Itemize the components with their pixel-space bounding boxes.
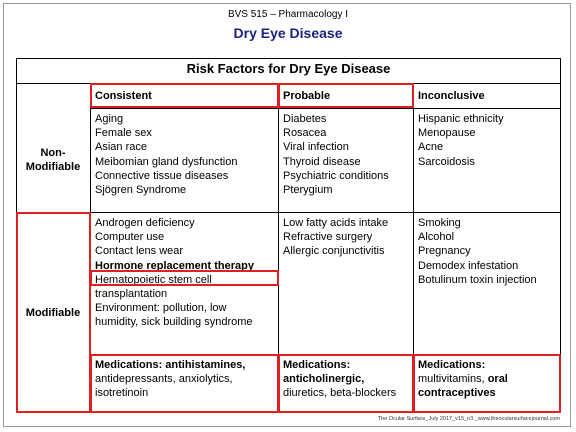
list-item: Psychiatric conditions — [283, 169, 389, 182]
list-item: Menopause — [418, 127, 476, 140]
list-item: Hispanic ethnicity — [418, 113, 504, 125]
list-item: Thyroid disease — [283, 155, 361, 168]
list-item: Hematopoietic stem cell — [95, 273, 212, 286]
list-item: Diabetes — [283, 113, 327, 125]
column-divider — [278, 83, 279, 413]
list-item: Pregnancy — [418, 245, 471, 258]
list-item: Demodex infestation — [418, 259, 519, 272]
list-item-emphasis: oral — [487, 373, 508, 386]
highlight-box — [90, 270, 279, 286]
row-label-modifiable: Modifiable — [25, 307, 81, 319]
list-item-text: multivitamins, — [418, 373, 485, 386]
row-divider — [16, 212, 561, 213]
medications-heading: Medications: — [418, 359, 486, 371]
list-item: Allergic conjunctivitis — [283, 245, 385, 258]
cell-non-modifiable-inconclusive: Hispanic ethnicity Menopause Acne Sarcoi… — [418, 112, 504, 169]
header-inconclusive: Inconclusive — [418, 90, 485, 102]
row-label-non-modifiable: Non- Modifiable — [16, 146, 90, 174]
list-item: Rosacea — [283, 127, 327, 140]
medications-heading: Medications: — [283, 359, 351, 371]
course-label: BVS 515 – Pharmacology I — [227, 9, 349, 20]
list-item: Smoking — [418, 217, 461, 229]
highlight-box — [16, 212, 91, 413]
list-item: Female sex — [95, 127, 152, 140]
cell-non-modifiable-consistent: Aging Female sex Asian race Meibomian gl… — [95, 112, 237, 197]
list-item: Sarcoidosis — [418, 155, 475, 168]
cell-modifiable-consistent: Androgen deficiency Computer use Contact… — [95, 216, 254, 330]
list-item-highlighted: Hormone replacement therapy — [95, 259, 254, 272]
list-item: Botulinum toxin injection — [418, 273, 537, 286]
list-item: Asian race — [95, 141, 147, 154]
list-item: Connective tissue diseases — [95, 169, 229, 182]
slide-border — [3, 3, 571, 427]
list-item: Acne — [418, 141, 444, 154]
list-item: Computer use — [95, 231, 165, 244]
list-item: Environment: pollution, low — [95, 302, 227, 315]
highlight-box — [90, 83, 279, 108]
list-item: multivitamins, oral — [418, 372, 508, 386]
header-consistent: Consistent — [95, 90, 152, 102]
highlight-box — [278, 83, 414, 108]
list-item: transplantation — [95, 288, 168, 301]
list-item: humidity, sick building syndrome — [95, 316, 253, 329]
list-item: Viral infection — [283, 141, 349, 154]
row-label-line: Non- — [40, 147, 66, 159]
cell-medications-inconclusive: Medications: multivitamins, oral contrac… — [418, 358, 508, 401]
cell-non-modifiable-probable: Diabetes Rosacea Viral infection Thyroid… — [283, 112, 389, 197]
source-footnote: The Ocular Surface_July 2017_v15_n3 _www… — [377, 416, 560, 422]
cell-medications-probable: Medications: anticholinergic, diuretics,… — [283, 358, 396, 401]
list-item: Meibomian gland dysfunction — [95, 155, 238, 168]
list-item: Contact lens wear — [95, 245, 184, 258]
list-item: Pterygium — [283, 184, 333, 197]
list-item: Refractive surgery — [283, 231, 373, 244]
list-item: Androgen deficiency — [95, 217, 195, 229]
column-divider — [413, 83, 414, 413]
row-label-line: Modifiable — [25, 161, 81, 173]
list-item-emphasis: contraceptives — [418, 387, 496, 400]
medications-heading: anticholinergic, — [283, 373, 365, 386]
row-divider — [90, 108, 561, 109]
medications-heading: Medications: antihistamines, — [95, 359, 246, 371]
list-item: Alcohol — [418, 231, 455, 244]
cell-medications-consistent: Medications: antihistamines, antidepress… — [95, 358, 245, 401]
highlight-box — [413, 354, 561, 413]
slide-title: Dry Eye Disease — [233, 25, 343, 41]
cell-modifiable-probable: Low fatty acids intake Refractive surger… — [283, 216, 388, 259]
header-probable: Probable — [283, 90, 331, 102]
list-item: Low fatty acids intake — [283, 217, 389, 229]
table-title: Risk Factors for Dry Eye Disease — [186, 61, 391, 76]
list-item: diuretics, beta-blockers — [283, 387, 397, 400]
list-item: Aging — [95, 113, 124, 125]
highlight-box — [90, 354, 279, 413]
list-item: antidepressants, anxiolytics, — [95, 373, 233, 386]
highlight-box — [278, 354, 414, 413]
list-item: Sjögren Syndrome — [95, 184, 187, 197]
cell-modifiable-inconclusive: Smoking Alcohol Pregnancy Demodex infest… — [418, 216, 537, 287]
list-item: isotretinoin — [95, 387, 149, 400]
